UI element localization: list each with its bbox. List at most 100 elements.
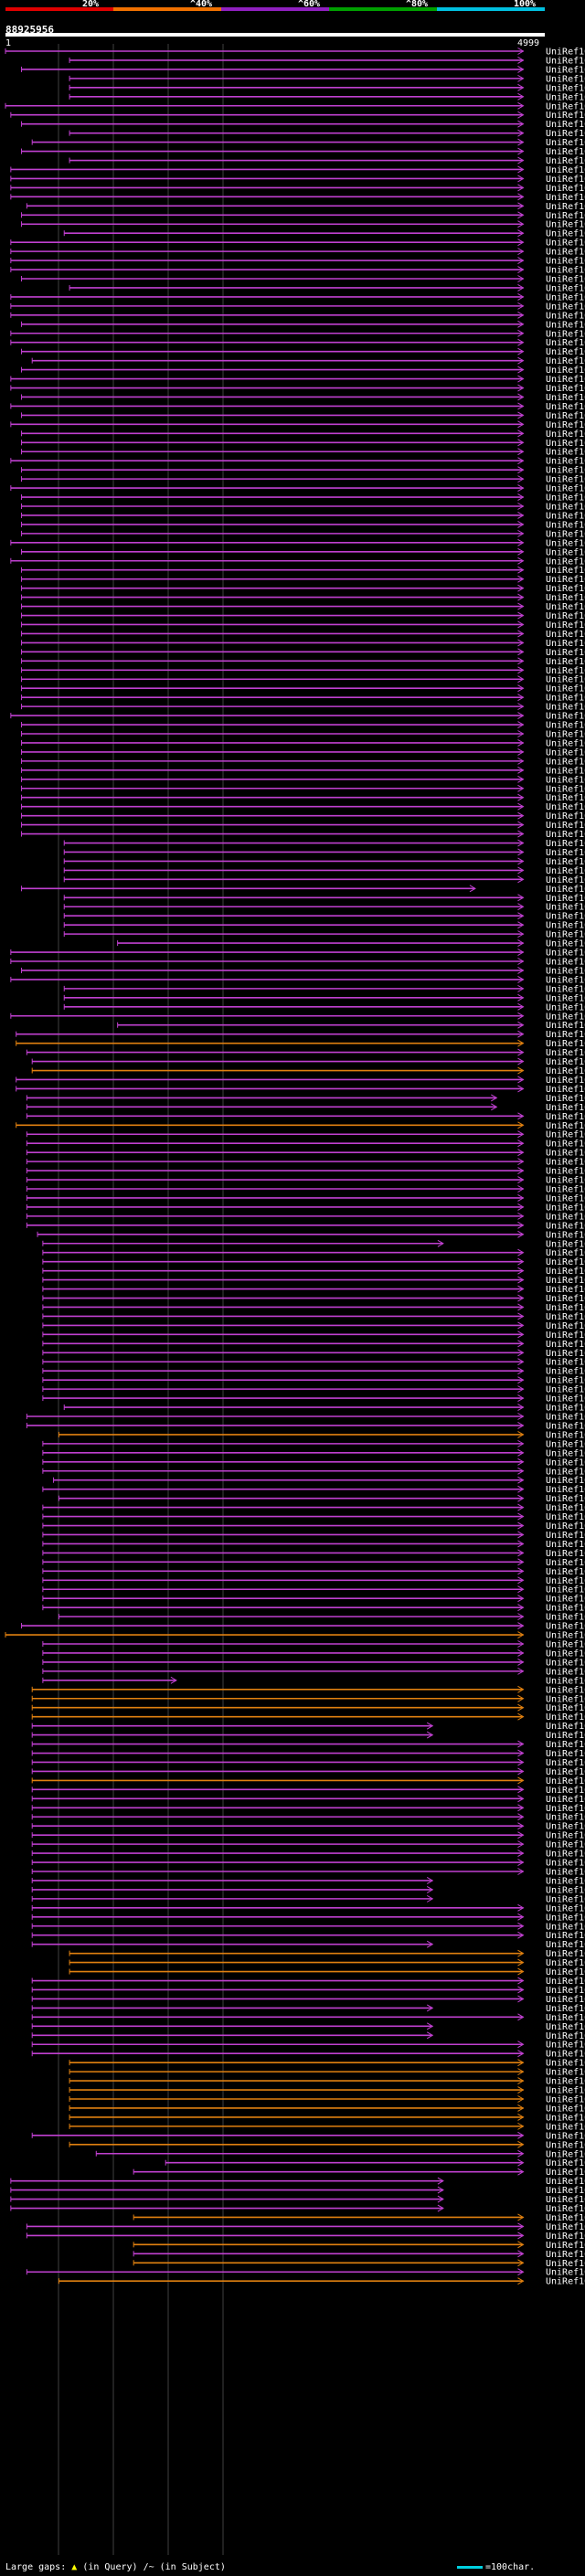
hit-row[interactable]: UniRef100_Q9SNQ4 <box>26 1421 585 1431</box>
hit-row[interactable]: UniRef100_Q9SNZ8 <box>42 1503 585 1513</box>
hit-row[interactable]: UniRef100_Q41351 <box>21 821 585 831</box>
hit-label[interactable]: UniRef100_Q49138 <box>546 2195 585 2205</box>
hit-label[interactable]: UniRef100_P00869 <box>546 83 585 93</box>
hit-label[interactable]: UniRef100_B7FHC2 <box>546 101 585 111</box>
hit-row[interactable]: UniRef100_A9PJL4 <box>10 402 585 412</box>
hit-label[interactable]: UniRef100_P18121 <box>546 1648 585 1659</box>
hit-label[interactable]: UniRef100_Q08186 <box>546 802 585 812</box>
hit-row[interactable]: UniRef100_Q5LFQ4 <box>31 138 585 148</box>
hit-row[interactable]: UniRef100_Q9TLH3 <box>63 875 585 885</box>
hit-row[interactable]: UniRef100_Q9ZP07 <box>69 56 585 66</box>
hit-label[interactable]: UniRef100_Q9SWX0 <box>546 1558 585 1568</box>
hit-row[interactable]: UniRef100_Q9ZSX8 <box>42 1303 585 1313</box>
hit-label[interactable]: UniRef100_P10799 <box>546 457 585 467</box>
hit-row[interactable]: UniRef100_Q6A160 <box>133 2168 585 2178</box>
hit-label[interactable]: UniRef100_Q10742 <box>546 1885 585 1895</box>
hit-label[interactable]: UniRef100_P26667 <box>546 1859 585 1869</box>
hit-label[interactable]: UniRef100_Q6RWD8 <box>546 466 585 476</box>
hit-row[interactable]: UniRef100_P18960 <box>42 1521 585 1532</box>
hit-row[interactable]: UniRef100_C1JZI8 <box>21 393 585 403</box>
hit-label[interactable]: UniRef100_Q9ZSX0 <box>546 1294 585 1304</box>
hit-row[interactable]: UniRef100_Q9S7S1 <box>10 2177 585 2187</box>
hit-row[interactable]: UniRef100_Q39747 <box>21 747 585 758</box>
hit-row[interactable]: UniRef100_Q9ZW02 <box>42 1658 585 1668</box>
hit-label[interactable]: UniRef100_Q24634 <box>546 1703 585 1713</box>
hit-row[interactable]: UniRef100_Q9SWL2 <box>69 283 585 293</box>
hit-label[interactable]: UniRef100_Q42856 <box>546 703 585 713</box>
hit-label[interactable]: UniRef100_Q9FUJ5 <box>546 248 585 258</box>
hit-row[interactable]: UniRef100_P05346 <box>21 694 585 704</box>
hit-row[interactable]: UniRef100_A1YN03 <box>21 666 585 676</box>
hit-label[interactable]: UniRef100_P09250 <box>546 738 585 748</box>
hit-row[interactable]: UniRef100_Q2QTK0 <box>26 2222 585 2232</box>
hit-label[interactable]: UniRef100_Q9SNQ4 <box>546 1421 585 1431</box>
hit-row[interactable]: UniRef100_Q39742 <box>21 493 585 504</box>
hit-label[interactable]: UniRef100_Q84NG9 <box>546 839 585 849</box>
hit-label[interactable]: UniRef100_Q10623 <box>546 1193 585 1203</box>
hit-row[interactable]: UniRef100_Q9WZC5 <box>165 2158 585 2168</box>
hit-row[interactable]: UniRef100_Q9FLN1 <box>31 1995 585 2005</box>
hit-label[interactable]: UniRef100_Q9WQX3 <box>546 1485 585 1495</box>
hit-label[interactable]: UniRef100_P10797 <box>546 411 585 421</box>
hit-label[interactable]: UniRef100_B3H5S5 <box>546 975 585 985</box>
hit-label[interactable]: UniRef100_P10798 <box>546 611 585 621</box>
hit-label[interactable]: UniRef100_C5V519 <box>546 1949 585 1959</box>
hit-label[interactable]: UniRef100_Q9FLN1 <box>546 1995 585 2005</box>
hit-label[interactable]: UniRef100_P29684 <box>546 302 585 312</box>
hit-row[interactable]: UniRef100_Q08183 <box>21 520 585 530</box>
hit-label[interactable]: UniRef100_Q10780 <box>546 1986 585 1996</box>
hit-row[interactable]: UniRef100_Q9X085 <box>16 1030 585 1040</box>
hit-row[interactable]: UniRef100_Q43974 <box>21 147 585 157</box>
hit-label[interactable]: UniRef100_A1YN03 <box>546 666 585 676</box>
hit-label[interactable]: UniRef100_Q2Q0Y7 <box>546 949 585 959</box>
hit-row[interactable]: UniRef100_Q6A159 <box>69 2140 585 2150</box>
hit-row[interactable]: UniRef100_P18121 <box>42 1648 585 1659</box>
hit-label[interactable]: UniRef100_Q10783 <box>546 1931 585 1941</box>
hit-row[interactable]: UniRef100_Q10783 <box>31 1931 585 1941</box>
hit-row[interactable]: UniRef100_A9NLX8 <box>69 2113 585 2123</box>
hit-row[interactable]: UniRef100_P00868 <box>21 275 585 285</box>
hit-row[interactable]: UniRef100_Q9ZS31 <box>26 1140 585 1150</box>
hit-label[interactable]: UniRef100_Q43032 <box>546 529 585 539</box>
hit-label[interactable]: UniRef100_P10647 <box>546 547 585 557</box>
hit-row[interactable]: UniRef100_Q10742 <box>31 1885 585 1895</box>
hit-row[interactable]: UniRef100_Q9ZS32 <box>26 1158 585 1168</box>
hit-row[interactable]: UniRef100_P04715 <box>21 448 585 458</box>
hit-row[interactable]: UniRef100_Q42823 <box>21 475 585 485</box>
hit-label[interactable]: UniRef100_Q2QTK0 <box>546 2222 585 2232</box>
hit-row[interactable]: UniRef100_P06177 <box>63 930 585 940</box>
hit-row[interactable]: UniRef100_Q42915 <box>21 757 585 767</box>
hit-label[interactable]: UniRef100_A9PG69 <box>546 257 585 267</box>
hit-label[interactable]: UniRef100_P22433 <box>546 620 585 631</box>
hit-row[interactable]: UniRef100_Q39744 <box>21 503 585 513</box>
hit-row[interactable]: UniRef100_Q9ZTC5 <box>10 266 585 276</box>
hit-row[interactable]: UniRef100_P19310 <box>31 1903 585 1913</box>
hit-row[interactable]: UniRef100_Q9SVL8 <box>26 1149 585 1159</box>
hit-label[interactable]: UniRef100_Q49131 <box>546 2250 585 2260</box>
hit-row[interactable]: UniRef100_P05348 <box>63 912 585 922</box>
hit-label[interactable]: UniRef100_P00872 <box>546 1458 585 1468</box>
hit-row[interactable]: UniRef100_P19308 <box>31 1868 585 1878</box>
hit-row[interactable]: UniRef100_A9PG69 <box>10 257 585 267</box>
hit-label[interactable]: UniRef100_Q2MWA9 <box>546 1676 585 1686</box>
hit-label[interactable]: UniRef100_Q9SDY9 <box>546 1167 585 1177</box>
hit-label[interactable]: UniRef100_Q9SWW4 <box>546 1358 585 1368</box>
hit-label[interactable]: UniRef100_P04715 <box>546 448 585 458</box>
hit-label[interactable]: UniRef100_Q9FR29 <box>546 1712 585 1723</box>
hit-row[interactable]: UniRef100_A8E1V7 <box>63 993 585 1003</box>
hit-label[interactable]: UniRef100_P00868 <box>546 275 585 285</box>
hit-label[interactable]: UniRef100_Q2404S <box>546 1622 585 1632</box>
hit-row[interactable]: UniRef100_Q84Y16 <box>69 129 585 139</box>
hit-label[interactable]: UniRef100_Q9SBU5 <box>546 1176 585 1186</box>
hit-label[interactable]: UniRef100_Q9XP20 <box>546 1076 585 1086</box>
hit-row[interactable]: UniRef100_Q9S7N3 <box>42 1394 585 1405</box>
hit-row[interactable]: UniRef100_Q39746 <box>21 366 585 376</box>
hit-row[interactable]: UniRef100_Q2404S <box>21 1622 585 1632</box>
hit-label[interactable]: UniRef100_A9PJN7 <box>546 885 585 895</box>
hit-row[interactable]: UniRef100_A9PJN7 <box>21 885 585 895</box>
hit-row[interactable]: UniRef100_Q42822 <box>10 712 585 722</box>
hit-row[interactable]: UniRef100_Q9SWX2 <box>42 1385 585 1395</box>
hit-row[interactable]: UniRef100_Q5Q0Z0 <box>21 830 585 840</box>
hit-label[interactable]: UniRef100_P0C0T2 <box>546 1694 585 1704</box>
hit-row[interactable]: UniRef100_P26667 <box>31 1859 585 1869</box>
